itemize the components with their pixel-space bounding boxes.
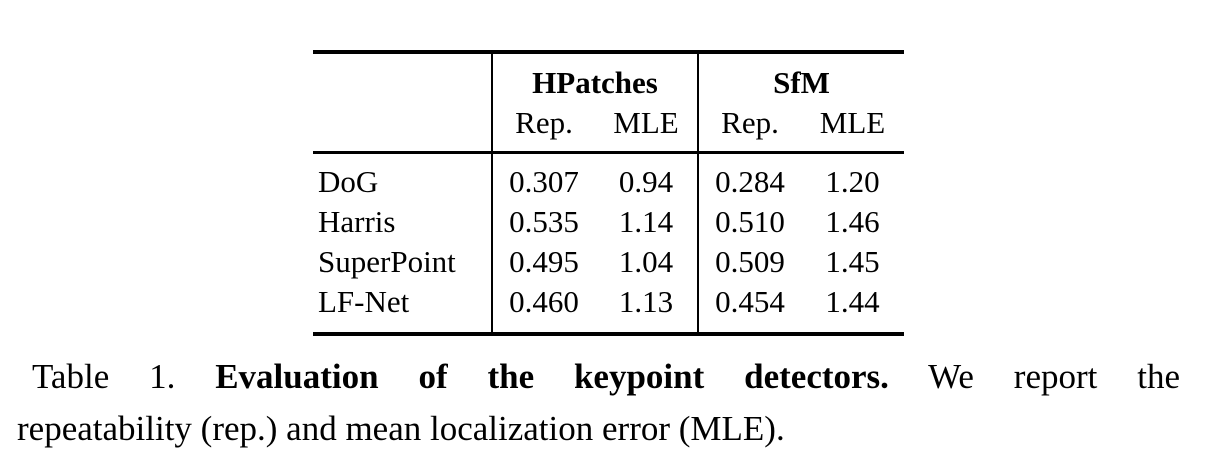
metric-value: 0.535 [509, 204, 579, 239]
table-row: DoG 0.307 0.94 0.284 1.20 [313, 152, 904, 202]
caption-line-1: Table 1. Evaluation of the keypoint dete… [17, 351, 1180, 403]
metric-value: 1.45 [825, 244, 880, 279]
caption-line-2: repeatability (rep.) and mean localizati… [17, 409, 785, 448]
metric-value: 1.14 [595, 202, 700, 242]
row-label: DoG [313, 152, 493, 202]
caption-table-number: Table 1. [32, 357, 176, 396]
table-row: LF-Net 0.460 1.13 0.454 1.44 [313, 282, 904, 334]
column-group-sfm: SfM [773, 65, 830, 100]
metric-value: 0.454 [715, 284, 785, 319]
table-caption: Table 1. Evaluation of the keypoint dete… [17, 351, 1180, 455]
metric-value: 1.04 [595, 242, 700, 282]
table-group-header-row: HPatches SfM [313, 52, 904, 103]
row-label: LF-Net [313, 282, 493, 334]
metric-value: 0.460 [509, 284, 579, 319]
metric-value: 1.46 [825, 204, 880, 239]
corner-cell [313, 52, 493, 103]
subheader-hpatches-rep: Rep. [492, 103, 595, 154]
metric-value: 1.13 [595, 282, 700, 334]
metric-value: 0.495 [509, 244, 579, 279]
keypoint-detector-results-table: HPatches SfM Rep. MLE Rep. MLE DoG 0.307… [313, 50, 905, 336]
subheader-hpatches-mle: MLE [595, 103, 700, 154]
column-group-hpatches: HPatches [492, 52, 700, 103]
table-subheader-row: Rep. MLE Rep. MLE [313, 103, 905, 154]
corner-cell [313, 103, 493, 154]
caption-title-bold: Evaluation of the keypoint detectors. [215, 357, 889, 396]
row-label: SuperPoint [313, 242, 493, 282]
row-label: Harris [313, 202, 493, 242]
metric-value: 1.20 [825, 164, 880, 199]
metric-value: 1.44 [825, 284, 880, 319]
table-row: SuperPoint 0.495 1.04 0.509 1.45 [313, 242, 904, 282]
metric-value: 0.307 [509, 164, 579, 199]
subheader-sfm-rep: Rep. [698, 103, 802, 154]
metric-value: 0.510 [715, 204, 785, 239]
metric-value: 0.284 [715, 164, 785, 199]
subheader-sfm-mle: MLE [801, 103, 905, 154]
caption-text-start: We report the [928, 357, 1180, 396]
table-row: Harris 0.535 1.14 0.510 1.46 [313, 202, 904, 242]
metric-value: 0.509 [715, 244, 785, 279]
metric-value: 0.94 [595, 152, 700, 202]
